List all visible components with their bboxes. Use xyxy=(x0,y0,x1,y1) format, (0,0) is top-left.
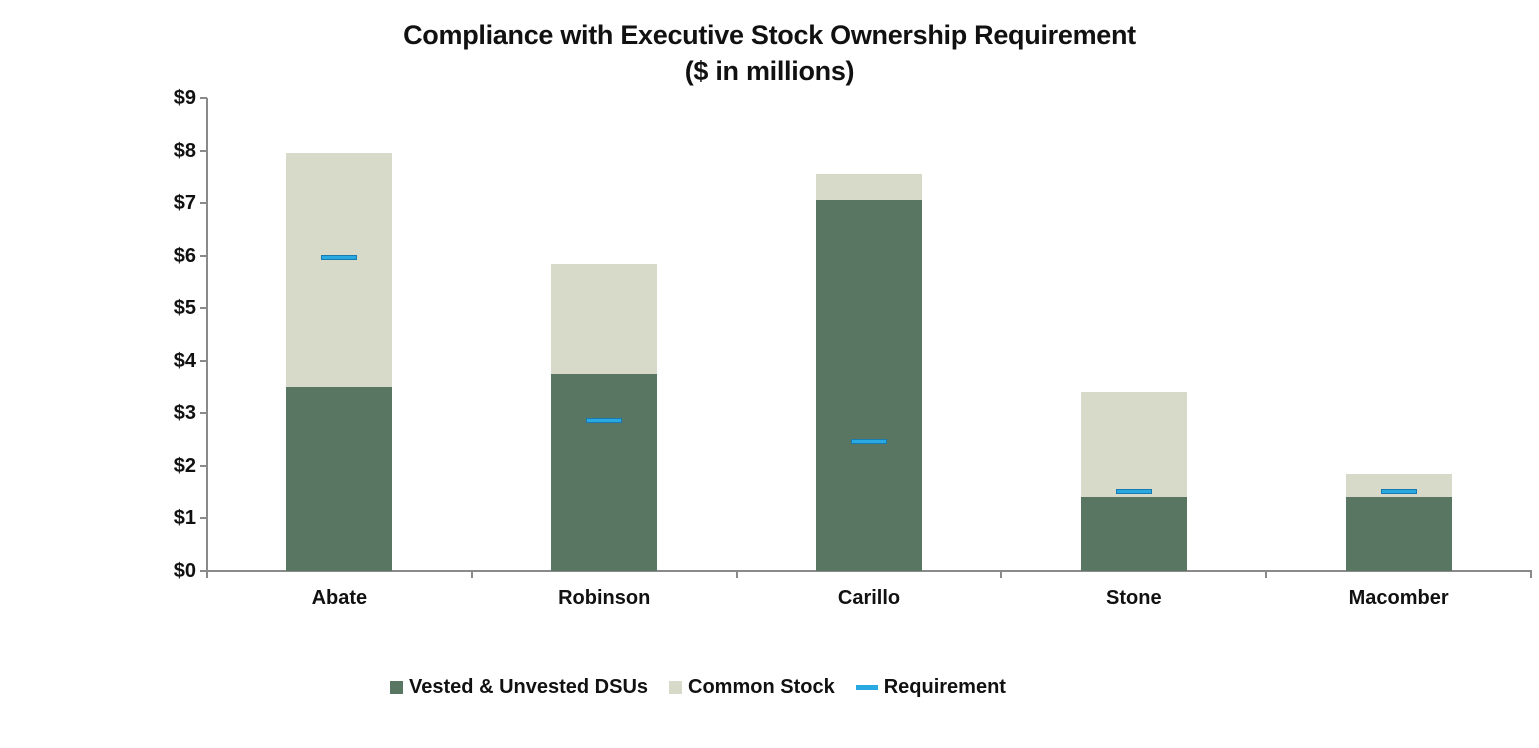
legend-item: Requirement xyxy=(855,676,1006,698)
x-axis-tick xyxy=(206,571,208,578)
chart-legend: Vested & Unvested DSUs Common Stock Requir… xyxy=(0,676,1396,698)
legend-label: Common Stock xyxy=(688,676,835,698)
requirement-marker xyxy=(1380,489,1417,495)
category-label: Macomber xyxy=(1348,587,1449,609)
legend-swatch-icon xyxy=(390,680,404,694)
y-axis-tick xyxy=(200,570,207,572)
bar-segment-vested-unvested-dsus xyxy=(1345,497,1452,571)
bar-segment-common-stock xyxy=(286,153,393,388)
bar-segment-common-stock xyxy=(816,174,922,201)
y-axis-line xyxy=(206,98,208,571)
category-label: Robinson xyxy=(558,587,651,609)
x-axis-tick xyxy=(1530,571,1532,578)
legend-item: Vested & Unvested DSUs xyxy=(390,676,648,698)
y-axis-tick xyxy=(200,149,207,152)
chart-title-line2: ($ in millions) xyxy=(684,56,855,86)
legend-requirement-dash-icon xyxy=(855,684,878,690)
y-axis-tick-label: $5 xyxy=(173,297,196,320)
legend-item: Common Stock xyxy=(669,676,835,698)
x-axis-line xyxy=(200,570,1532,572)
y-axis-tick xyxy=(200,464,207,467)
y-axis-tick-label: $2 xyxy=(173,454,196,477)
y-axis-tick xyxy=(200,412,207,415)
y-axis-tick-label: $3 xyxy=(173,402,196,425)
y-axis-tick xyxy=(200,307,207,310)
x-axis-tick xyxy=(1265,571,1268,578)
x-axis-tick xyxy=(735,571,738,578)
category-label: Stone xyxy=(1106,587,1162,609)
legend-label: Vested & Unvested DSUs xyxy=(409,676,649,698)
y-axis-tick-label: $0 xyxy=(173,560,196,582)
bar-segment-vested-unvested-dsus xyxy=(1080,497,1187,571)
requirement-marker xyxy=(851,439,887,445)
y-axis-tick-label: $6 xyxy=(173,244,196,267)
chart-title: Compliance with Executive Stock Ownershi… xyxy=(0,17,1539,89)
requirement-marker xyxy=(1115,489,1152,495)
y-axis-tick-label: $7 xyxy=(173,192,196,215)
x-axis-tick xyxy=(1000,571,1003,578)
chart-title-line1: Compliance with Executive Stock Ownershi… xyxy=(403,20,1136,50)
y-axis-tick xyxy=(200,517,207,520)
y-axis-tick xyxy=(200,97,207,99)
y-axis-tick xyxy=(200,359,207,362)
y-axis-tick-label: $1 xyxy=(173,507,196,530)
legend-label: Requirement xyxy=(883,676,1006,698)
category-label: Abate xyxy=(311,587,368,609)
bar-segment-common-stock xyxy=(1080,392,1187,498)
bar-segment-vested-unvested-dsus xyxy=(816,200,922,571)
category-label: Carillo xyxy=(837,587,901,609)
bar-segment-vested-unvested-dsus xyxy=(551,373,658,571)
bar-segment-vested-unvested-dsus xyxy=(286,387,393,571)
y-axis-tick xyxy=(200,202,207,205)
legend-swatch-icon xyxy=(669,680,683,694)
x-axis-tick xyxy=(470,571,473,578)
y-axis-tick xyxy=(200,254,207,257)
y-axis-tick-label: $9 xyxy=(173,87,196,109)
bar-segment-common-stock xyxy=(551,263,658,374)
requirement-marker xyxy=(586,418,623,424)
y-axis-tick-label: $4 xyxy=(173,349,196,372)
requirement-marker xyxy=(321,255,358,261)
y-axis-tick-label: $8 xyxy=(173,139,196,162)
bar-segment-common-stock xyxy=(1345,473,1452,498)
